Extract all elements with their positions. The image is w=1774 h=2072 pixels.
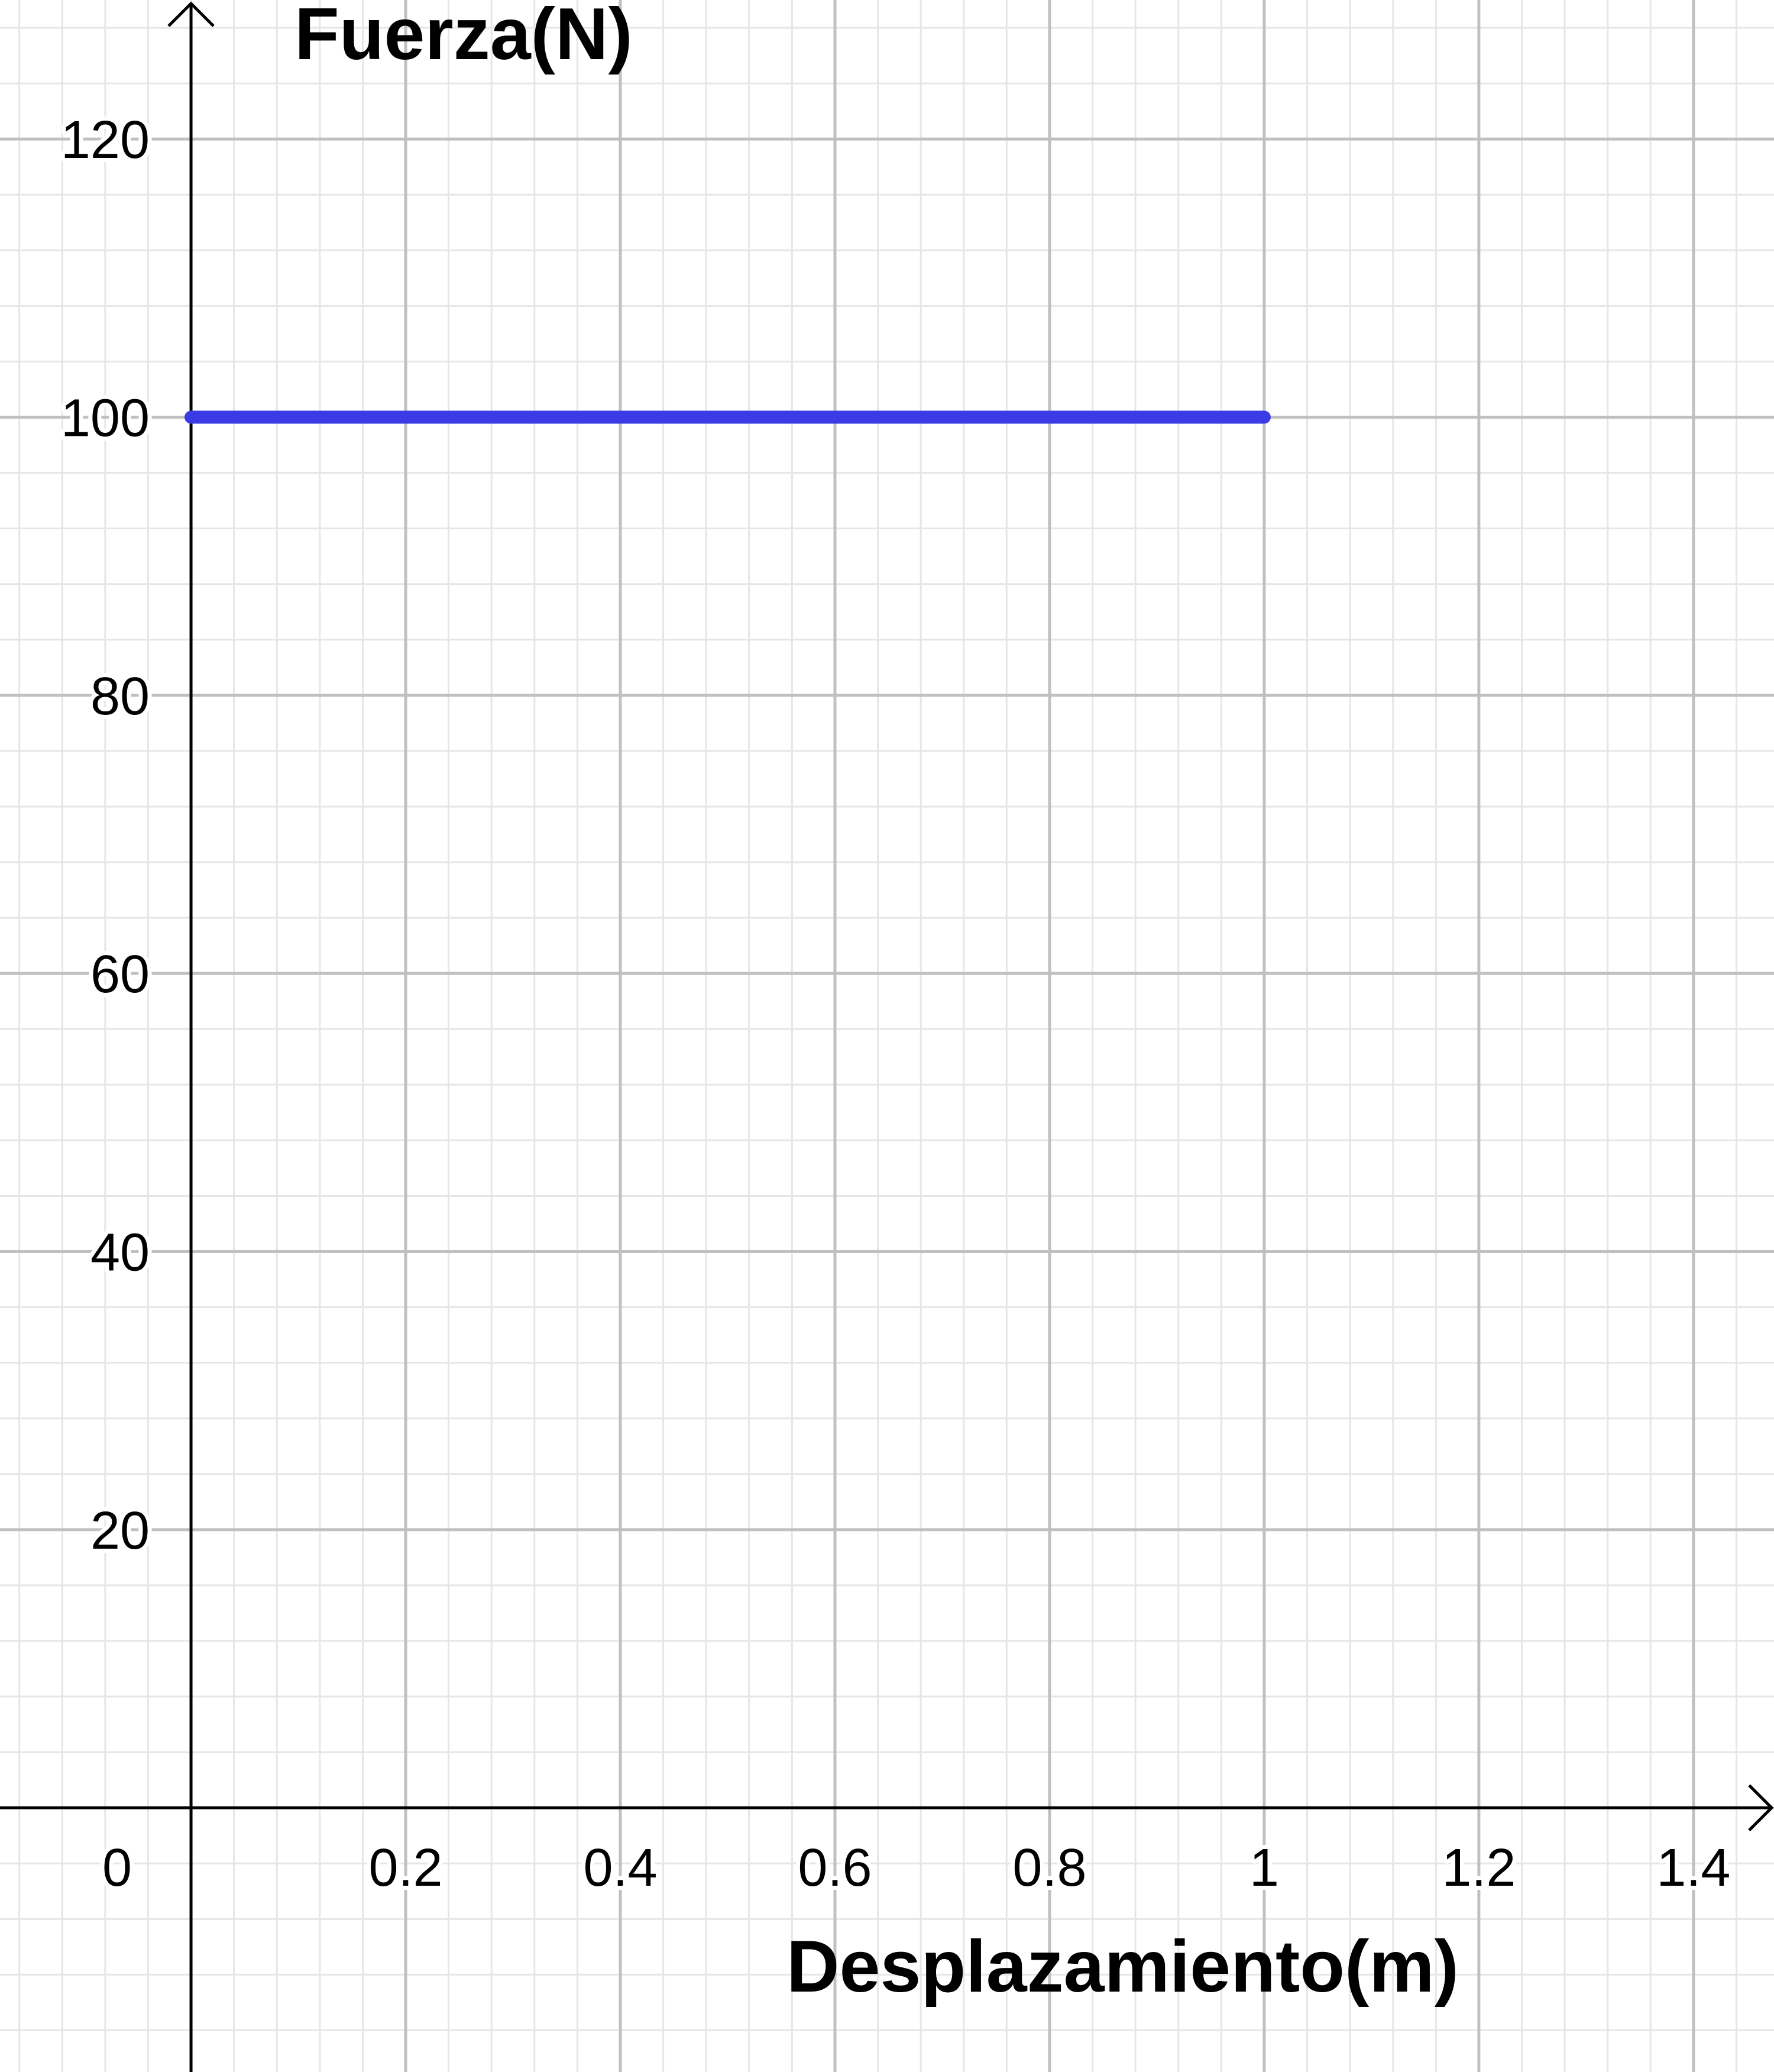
y-tick-label: 80 (90, 667, 150, 726)
x-tick-label: 0.4 (583, 1838, 657, 1898)
x-axis-arrowhead (1748, 1784, 1774, 1831)
x-tick-label: 0.8 (1012, 1838, 1086, 1898)
origin-tick-label: 0 (102, 1838, 132, 1898)
x-tick-label: 1.2 (1442, 1838, 1516, 1898)
y-axis-arrowhead (167, 1, 215, 27)
x-tick-label: 1.4 (1656, 1838, 1730, 1898)
tick-labels: 0.2 0.4 0.6 0.8 1 1.2 1.4 20 40 60 80 100 120 0 (57, 106, 1735, 1902)
x-tick-label: 0.6 (798, 1838, 872, 1898)
y-tick-label: 40 (90, 1223, 150, 1283)
y-tick-label: 120 (61, 111, 150, 170)
x-axis-title: Desplazamiento(m) (786, 1926, 1459, 2008)
x-tick-label: 1 (1249, 1838, 1279, 1898)
y-tick-label: 100 (61, 389, 150, 448)
y-tick-label: 60 (90, 945, 150, 1004)
y-tick-label: 20 (90, 1501, 150, 1561)
y-axis-title: Fuerza(N) (294, 0, 633, 75)
x-tick-label: 0.2 (368, 1838, 442, 1898)
